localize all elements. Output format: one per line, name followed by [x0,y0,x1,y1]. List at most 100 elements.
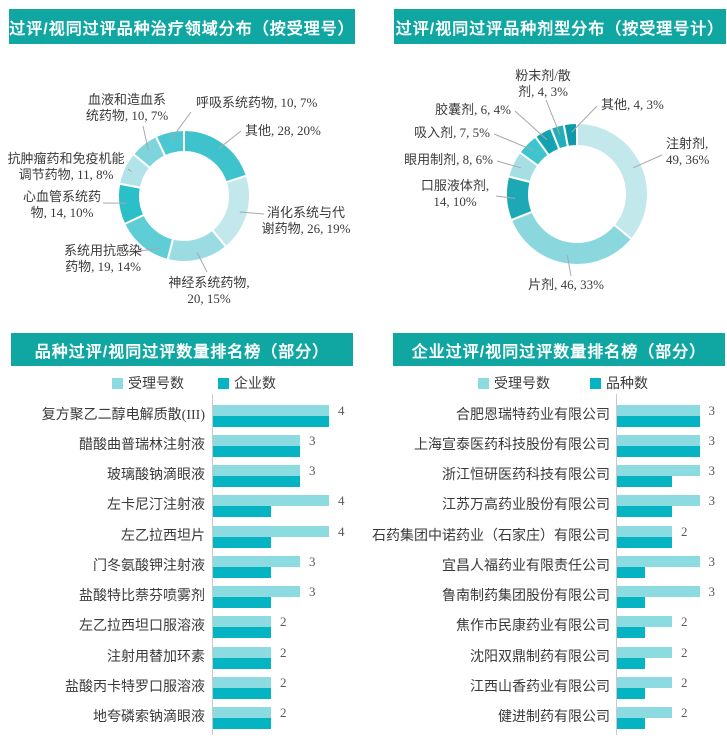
legend-item-acceptance-count: 受理号数 [112,376,184,392]
bar-secondary-count [617,597,645,608]
bar-secondary-count [617,566,645,578]
donut-segment [166,228,228,263]
bar-category-label: 盐酸特比萘芬喷雾剂 [79,589,205,604]
bar-value-label: 3 [708,493,716,509]
bar-acceptance-count [213,676,271,688]
leader-line [239,211,265,215]
bar-value-label: 2 [681,674,688,690]
legend-swatch-light [478,377,489,389]
bar-acceptance-count [213,525,329,537]
bar-secondary-count [213,627,271,639]
donut-segment-label: 消化系统与代 [267,205,345,220]
bar-value-label: 2 [280,674,287,690]
bar-secondary-count [213,566,271,578]
bar-category-label: 上海宣泰医药科技股份有限公司 [414,437,610,453]
bar-category-label: 醋酸曲普瑞林注射液 [79,437,205,453]
donut-segment-label: 心血管系统药 [23,189,101,204]
bar-secondary-count [213,506,271,518]
bar-value-label: 3 [708,432,716,448]
leader-line [514,110,548,141]
donut-segment-label: 抗肿瘤药和免疫机能 [7,151,124,166]
leader-line [217,130,242,150]
bar-acceptance-count [213,404,329,416]
donut-segment-label: 20, 15% [187,291,231,306]
bar-acceptance-count [213,495,329,507]
donut-segment [154,128,185,158]
bar-category-label: 焦作市民康药业有限公司 [456,619,610,635]
donut-segment-label: 眼用制剂, 8, 6% [404,152,493,167]
leader-line [571,105,598,133]
panel-title-company-ranking: 企业过评/视同过评数量排名榜（部分） [393,333,725,366]
bar-secondary-count [213,657,271,669]
bar-value-label: 3 [708,584,716,599]
donut-segment-label: 49, 36% [666,152,710,167]
donut-segment-label: 其他, 28, 20% [245,123,321,138]
dosage-form-donut-chart: 注射剂,49, 36% 片剂, 46, 33% 口服液体剂,14, 10% 眼用制剂,… [404,68,710,292]
bar-secondary-count [213,476,300,487]
donut-segment [505,175,534,222]
legend-label: 品种数 [606,377,648,392]
donut-segment [576,121,649,241]
bar-category-label: 江西山香药业有限公司 [470,679,610,695]
bar-category-label: 浙江恒研医药科技有限公司 [442,468,610,483]
bar-value-label: 3 [309,432,316,448]
bar-acceptance-count [617,465,700,476]
bar-value-label: 3 [708,402,716,418]
donut-segment-label: 粉末剂/散 [515,68,571,83]
donut-segment-label: 剂, 4, 3% [518,84,568,99]
bar-acceptance-count [617,616,672,628]
bar-acceptance-count [213,707,271,718]
legend-swatch-dark [590,377,601,389]
bar-secondary-count [617,718,645,729]
donut-segment-label: 胶囊剂, 6, 4% [435,102,511,117]
donut-segment-label: 注射剂, [666,136,708,151]
legend-label: 受理号数 [494,377,550,392]
leader-line [496,160,521,169]
bar-secondary-count [617,627,645,639]
panel-title-therapy-distribution: 过评/视同过评品种治疗领域分布（按受理号） [9,9,355,44]
bar-acceptance-count [213,465,300,476]
bar-secondary-count [213,415,329,427]
leader-line [170,111,192,140]
bar-secondary-count [213,597,271,608]
donut-segment-label: 系统用抗感染 [64,243,142,258]
bar-value-label: 4 [338,402,345,418]
bar-secondary-count [617,536,672,548]
legend-label: 受理号数 [128,377,184,392]
bar-acceptance-count [213,646,271,658]
leader-line [566,255,572,277]
donut-segment [183,128,249,184]
donut-segment-label: 物, 14, 10% [31,205,94,220]
donut-segment-label: 口服液体剂, [421,178,489,193]
leader-line [142,125,149,151]
bar-value-label: 2 [681,705,688,720]
bar-secondary-count [213,687,271,699]
bar-acceptance-count [617,676,672,688]
panel-title-variety-ranking: 品种过评/视同过评数量排名榜（部分） [11,333,353,366]
donut-segment-label: 片剂, 46, 33% [528,277,604,292]
donut-segment-label: 血液和造血系 [88,92,166,107]
legend-item-company-count: 企业数 [218,376,276,392]
legend-swatch-light [112,377,123,389]
bar-value-label: 2 [280,644,287,660]
bar-category-label: 地夸磷索钠滴眼液 [93,710,205,725]
bar-value-label: 3 [309,584,316,599]
bar-category-label: 左乙拉西坦口服溶液 [79,619,205,635]
leader-line [545,99,561,135]
bar-value-label: 3 [708,463,716,478]
bar-category-label: 健进制药有限公司 [498,710,610,725]
leader-line [127,168,132,172]
leader-line [196,252,208,273]
donut-segment-label: 药物, 19, 14% [65,259,141,274]
bar-value-label: 2 [681,523,688,539]
bar-acceptance-count [213,586,300,597]
bar-acceptance-count [617,434,700,446]
leader-line [127,248,160,253]
donut-segment-label: 神经系统药物, [168,275,249,290]
bar-value-label: 2 [280,614,287,630]
donut-segment-label: 其他, 4, 3% [601,97,664,112]
panel-title-dosage-distribution: 过评/视同过评品种剂型分布（按受理号计） [394,9,726,44]
donut-segment-label: 吸入剂, 7, 5% [414,125,490,140]
bar-secondary-count [213,536,271,548]
